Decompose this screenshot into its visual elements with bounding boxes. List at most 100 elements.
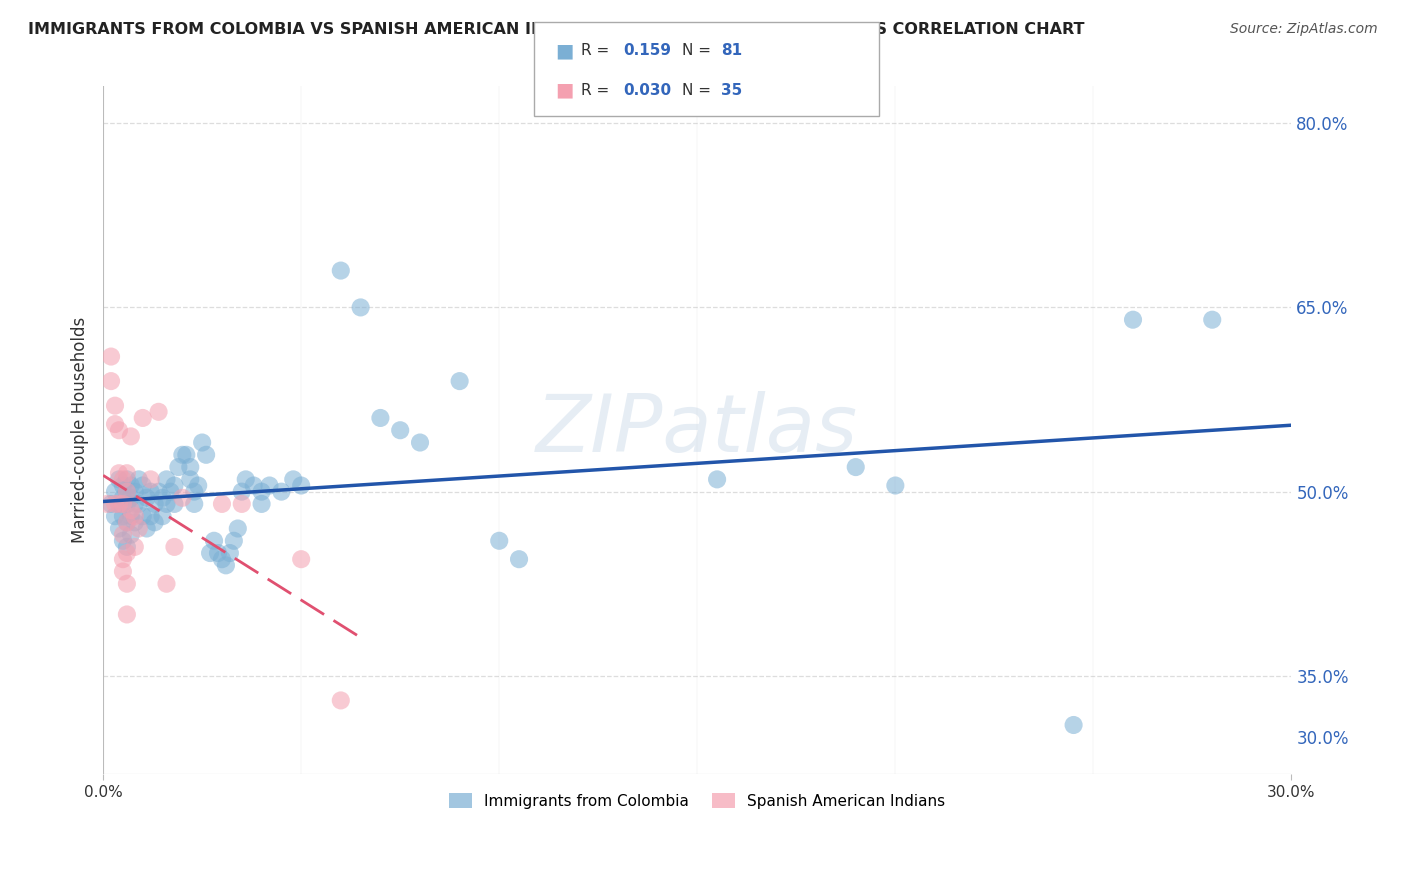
Point — [111, 552, 134, 566]
Point — [135, 491, 157, 505]
Point — [96, 497, 118, 511]
Point — [226, 521, 249, 535]
Point — [115, 546, 138, 560]
Point — [108, 472, 131, 486]
Point — [152, 491, 174, 505]
Point — [148, 405, 170, 419]
Point — [104, 399, 127, 413]
Text: ■: ■ — [555, 41, 574, 60]
Point — [191, 435, 214, 450]
Point — [139, 484, 162, 499]
Text: ZIPatlas: ZIPatlas — [536, 392, 858, 469]
Point — [128, 472, 150, 486]
Point — [128, 497, 150, 511]
Point — [120, 527, 142, 541]
Point — [148, 484, 170, 499]
Point — [132, 478, 155, 492]
Point — [152, 509, 174, 524]
Point — [108, 467, 131, 481]
Point — [235, 472, 257, 486]
Point — [179, 472, 201, 486]
Point — [108, 423, 131, 437]
Point — [104, 497, 127, 511]
Point — [135, 521, 157, 535]
Point — [104, 509, 127, 524]
Point — [115, 484, 138, 499]
Point — [172, 448, 194, 462]
Point — [1201, 312, 1223, 326]
Point — [111, 509, 134, 524]
Point — [108, 521, 131, 535]
Text: 0.159: 0.159 — [623, 43, 671, 58]
Point — [115, 516, 138, 530]
Point — [270, 484, 292, 499]
Point — [108, 497, 131, 511]
Point — [409, 435, 432, 450]
Point — [115, 607, 138, 622]
Text: IMMIGRANTS FROM COLOMBIA VS SPANISH AMERICAN INDIAN MARRIED-COUPLE HOUSEHOLDS CO: IMMIGRANTS FROM COLOMBIA VS SPANISH AMER… — [28, 22, 1084, 37]
Point — [211, 552, 233, 566]
Point — [132, 411, 155, 425]
Point — [706, 472, 728, 486]
Point — [176, 448, 198, 462]
Point — [115, 540, 138, 554]
Point — [155, 472, 177, 486]
Point — [231, 484, 253, 499]
Point — [139, 472, 162, 486]
Point — [120, 429, 142, 443]
Point — [115, 576, 138, 591]
Text: N =: N = — [682, 83, 716, 98]
Text: 81: 81 — [721, 43, 742, 58]
Point — [172, 491, 194, 505]
Text: 0.030: 0.030 — [623, 83, 671, 98]
Point — [1063, 718, 1085, 732]
Point — [215, 558, 238, 573]
Text: N =: N = — [682, 43, 716, 58]
Point — [219, 546, 242, 560]
Point — [115, 497, 138, 511]
Point — [120, 491, 142, 505]
Point — [179, 460, 201, 475]
Point — [159, 484, 181, 499]
Point — [111, 533, 134, 548]
Point — [132, 509, 155, 524]
Point — [155, 497, 177, 511]
Point — [1122, 312, 1144, 326]
Point — [124, 516, 146, 530]
Point — [195, 448, 218, 462]
Point — [370, 411, 392, 425]
Point — [100, 497, 122, 511]
Point — [449, 374, 471, 388]
Point — [128, 521, 150, 535]
Point — [290, 552, 312, 566]
Point — [120, 503, 142, 517]
Legend: Immigrants from Colombia, Spanish American Indians: Immigrants from Colombia, Spanish Americ… — [443, 787, 952, 814]
Point — [207, 546, 229, 560]
Point — [231, 497, 253, 511]
Point — [845, 460, 868, 475]
Point — [100, 350, 122, 364]
Point — [290, 478, 312, 492]
Point — [115, 484, 138, 499]
Text: R =: R = — [581, 43, 614, 58]
Point — [884, 478, 907, 492]
Point — [488, 533, 510, 548]
Point — [389, 423, 412, 437]
Point — [329, 263, 352, 277]
Point — [163, 478, 186, 492]
Point — [250, 484, 273, 499]
Text: Source: ZipAtlas.com: Source: ZipAtlas.com — [1230, 22, 1378, 37]
Point — [183, 497, 205, 511]
Point — [242, 478, 264, 492]
Text: 35: 35 — [721, 83, 742, 98]
Point — [108, 497, 131, 511]
Point — [120, 478, 142, 492]
Point — [143, 497, 166, 511]
Point — [508, 552, 530, 566]
Point — [283, 472, 305, 486]
Point — [349, 301, 371, 315]
Point — [104, 417, 127, 431]
Point — [124, 497, 146, 511]
Point — [111, 527, 134, 541]
Point — [211, 497, 233, 511]
